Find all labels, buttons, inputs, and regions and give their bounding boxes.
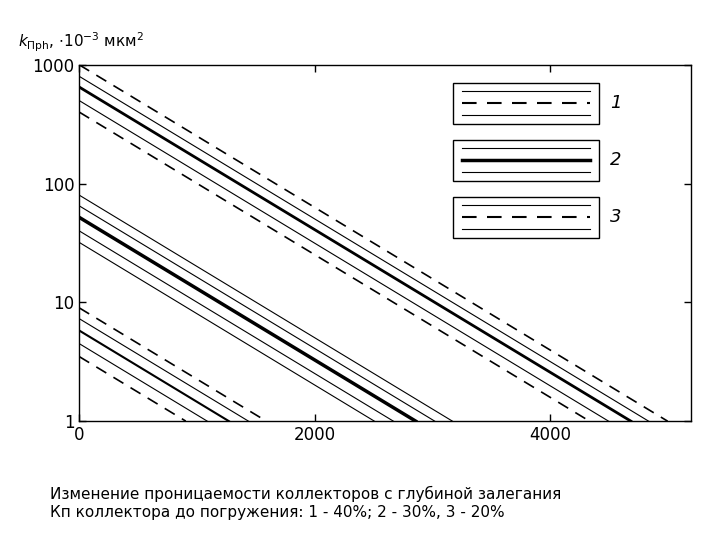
Bar bbox=[452, 140, 599, 180]
Text: 1: 1 bbox=[611, 94, 622, 112]
Bar bbox=[452, 83, 599, 124]
Text: 2: 2 bbox=[611, 151, 622, 169]
Text: Изменение проницаемости коллекторов с глубиной залегания
Кп коллектора до погруж: Изменение проницаемости коллекторов с гл… bbox=[50, 486, 562, 519]
Bar bbox=[452, 197, 599, 238]
Text: $k_{\mathrm{\Pi ph}}$, $\cdot 10^{-3}$ мкм$^2$: $k_{\mathrm{\Pi ph}}$, $\cdot 10^{-3}$ м… bbox=[18, 31, 144, 54]
Text: 3: 3 bbox=[611, 208, 622, 226]
